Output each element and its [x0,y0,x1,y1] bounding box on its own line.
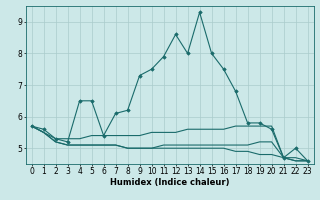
X-axis label: Humidex (Indice chaleur): Humidex (Indice chaleur) [110,178,229,187]
